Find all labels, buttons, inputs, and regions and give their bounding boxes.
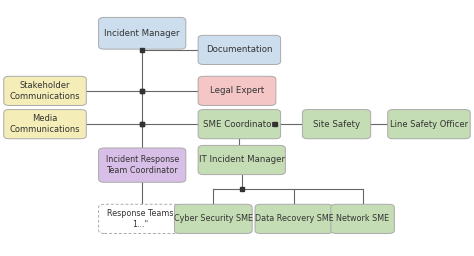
FancyBboxPatch shape [331,204,394,233]
FancyBboxPatch shape [4,76,86,105]
Text: Incident Response
Team Coordinator: Incident Response Team Coordinator [106,155,179,175]
Text: Documentation: Documentation [206,45,273,55]
FancyBboxPatch shape [198,110,281,139]
Text: Legal Expert: Legal Expert [210,86,264,95]
FancyBboxPatch shape [99,204,181,233]
Text: Response Teams
1...": Response Teams 1..." [107,209,173,229]
FancyBboxPatch shape [174,204,252,233]
FancyBboxPatch shape [198,35,281,65]
FancyBboxPatch shape [255,204,333,233]
FancyBboxPatch shape [302,110,371,139]
Text: IT Incident Manager: IT Incident Manager [199,155,285,165]
Text: Stakeholder
Communications: Stakeholder Communications [10,81,80,101]
FancyBboxPatch shape [4,110,86,139]
Text: Incident Manager: Incident Manager [104,29,180,38]
FancyBboxPatch shape [388,110,470,139]
Text: Site Safety: Site Safety [313,120,360,129]
Text: Media
Communications: Media Communications [10,114,80,134]
Text: Network SME: Network SME [336,214,389,223]
Text: Cyber Security SME: Cyber Security SME [174,214,253,223]
Text: Data Recovery SME: Data Recovery SME [255,214,333,223]
FancyBboxPatch shape [99,17,186,49]
Text: Line Safety Officer: Line Safety Officer [390,120,468,129]
FancyBboxPatch shape [198,76,276,105]
Text: SME Coordinator: SME Coordinator [203,120,275,129]
FancyBboxPatch shape [99,148,186,182]
FancyBboxPatch shape [198,145,285,175]
